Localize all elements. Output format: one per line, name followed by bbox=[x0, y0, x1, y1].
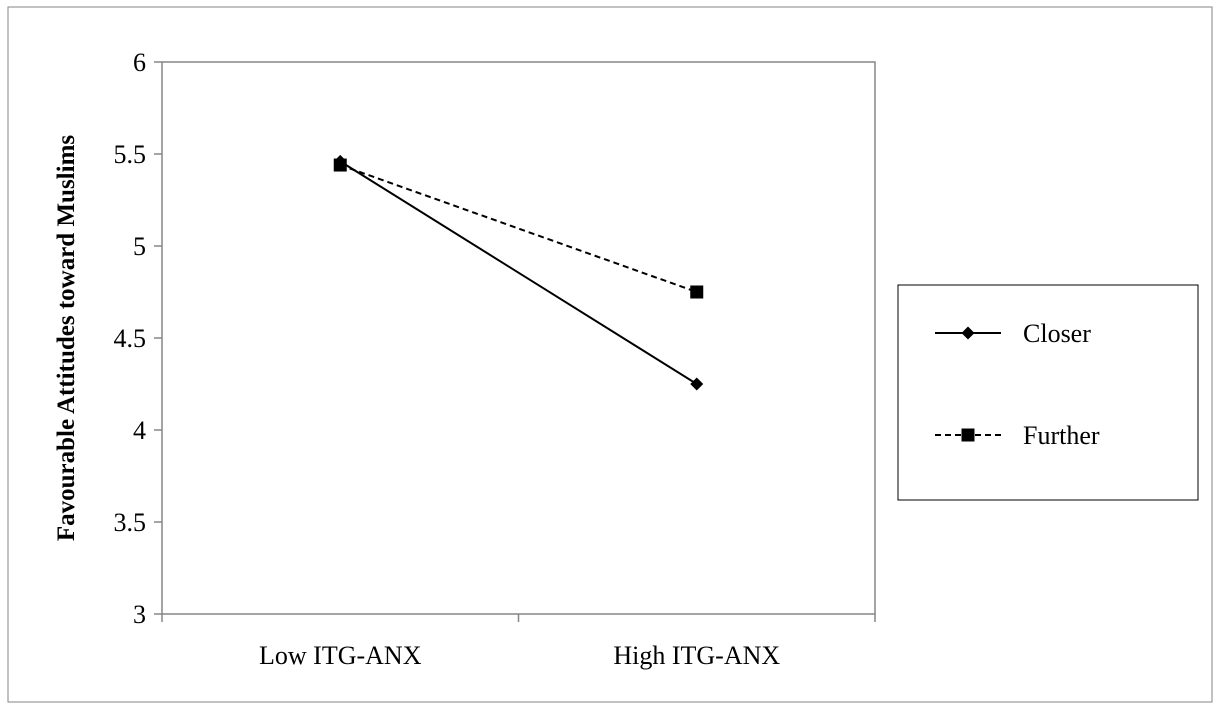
x-tick-label: High ITG-ANX bbox=[613, 641, 780, 670]
legend-box bbox=[897, 284, 1199, 501]
legend-marker-closer bbox=[961, 326, 975, 340]
legend-marker-further bbox=[961, 428, 975, 442]
data-point-further-marker bbox=[690, 285, 704, 299]
y-axis: 3 3.5 4 4.5 5 5.5 6 bbox=[114, 48, 162, 629]
y-tick-label: 5.5 bbox=[114, 140, 147, 169]
series-line-further bbox=[339, 164, 698, 293]
series-layer bbox=[333, 154, 704, 391]
plot-area bbox=[161, 61, 876, 615]
data-point-closer-marker bbox=[690, 377, 704, 391]
series-line-closer bbox=[339, 160, 698, 385]
y-tick-label: 5 bbox=[133, 232, 146, 261]
y-tick-label: 4.5 bbox=[114, 324, 147, 353]
y-tick-label: 3 bbox=[133, 600, 146, 629]
x-tick-label: Low ITG-ANX bbox=[259, 641, 422, 670]
legend-label-further: Further bbox=[1023, 421, 1100, 450]
y-axis-title: Favourable Attitudes toward Muslims bbox=[53, 135, 80, 542]
legend: Closer Further bbox=[897, 284, 1199, 501]
x-axis: Low ITG-ANX High ITG-ANX bbox=[161, 614, 876, 670]
y-tick-label: 6 bbox=[133, 48, 146, 77]
y-tick-label: 3.5 bbox=[114, 508, 147, 537]
legend-label-closer: Closer bbox=[1023, 319, 1091, 348]
data-point-further-marker bbox=[333, 158, 347, 172]
y-tick-label: 4 bbox=[133, 416, 146, 445]
